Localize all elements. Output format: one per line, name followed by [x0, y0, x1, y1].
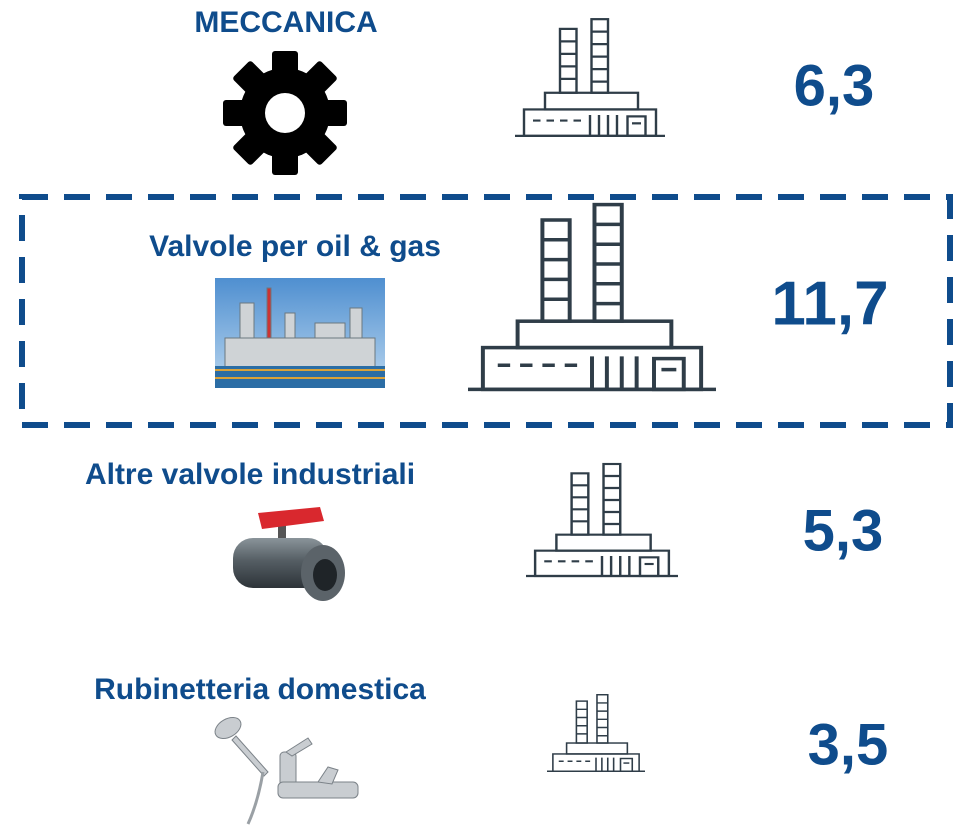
sector-value: 3,5: [808, 712, 889, 779]
valve-photo: [228, 503, 348, 613]
sector-value: 11,7: [771, 269, 888, 340]
infographic: MECCANICA 6,3 Valvole per oil & gas: [0, 0, 959, 827]
sector-label: Valvole per oil & gas: [149, 230, 441, 264]
factory-icon: [547, 692, 645, 774]
factory-icon: [468, 198, 716, 396]
faucet-photo: [208, 712, 363, 826]
sector-label: Rubinetteria domestica: [94, 673, 426, 707]
factory-icon: [526, 460, 678, 580]
sector-value: 5,3: [803, 498, 884, 565]
refinery-photo: [215, 278, 385, 388]
sector-label: Altre valvole industriali: [85, 458, 415, 492]
